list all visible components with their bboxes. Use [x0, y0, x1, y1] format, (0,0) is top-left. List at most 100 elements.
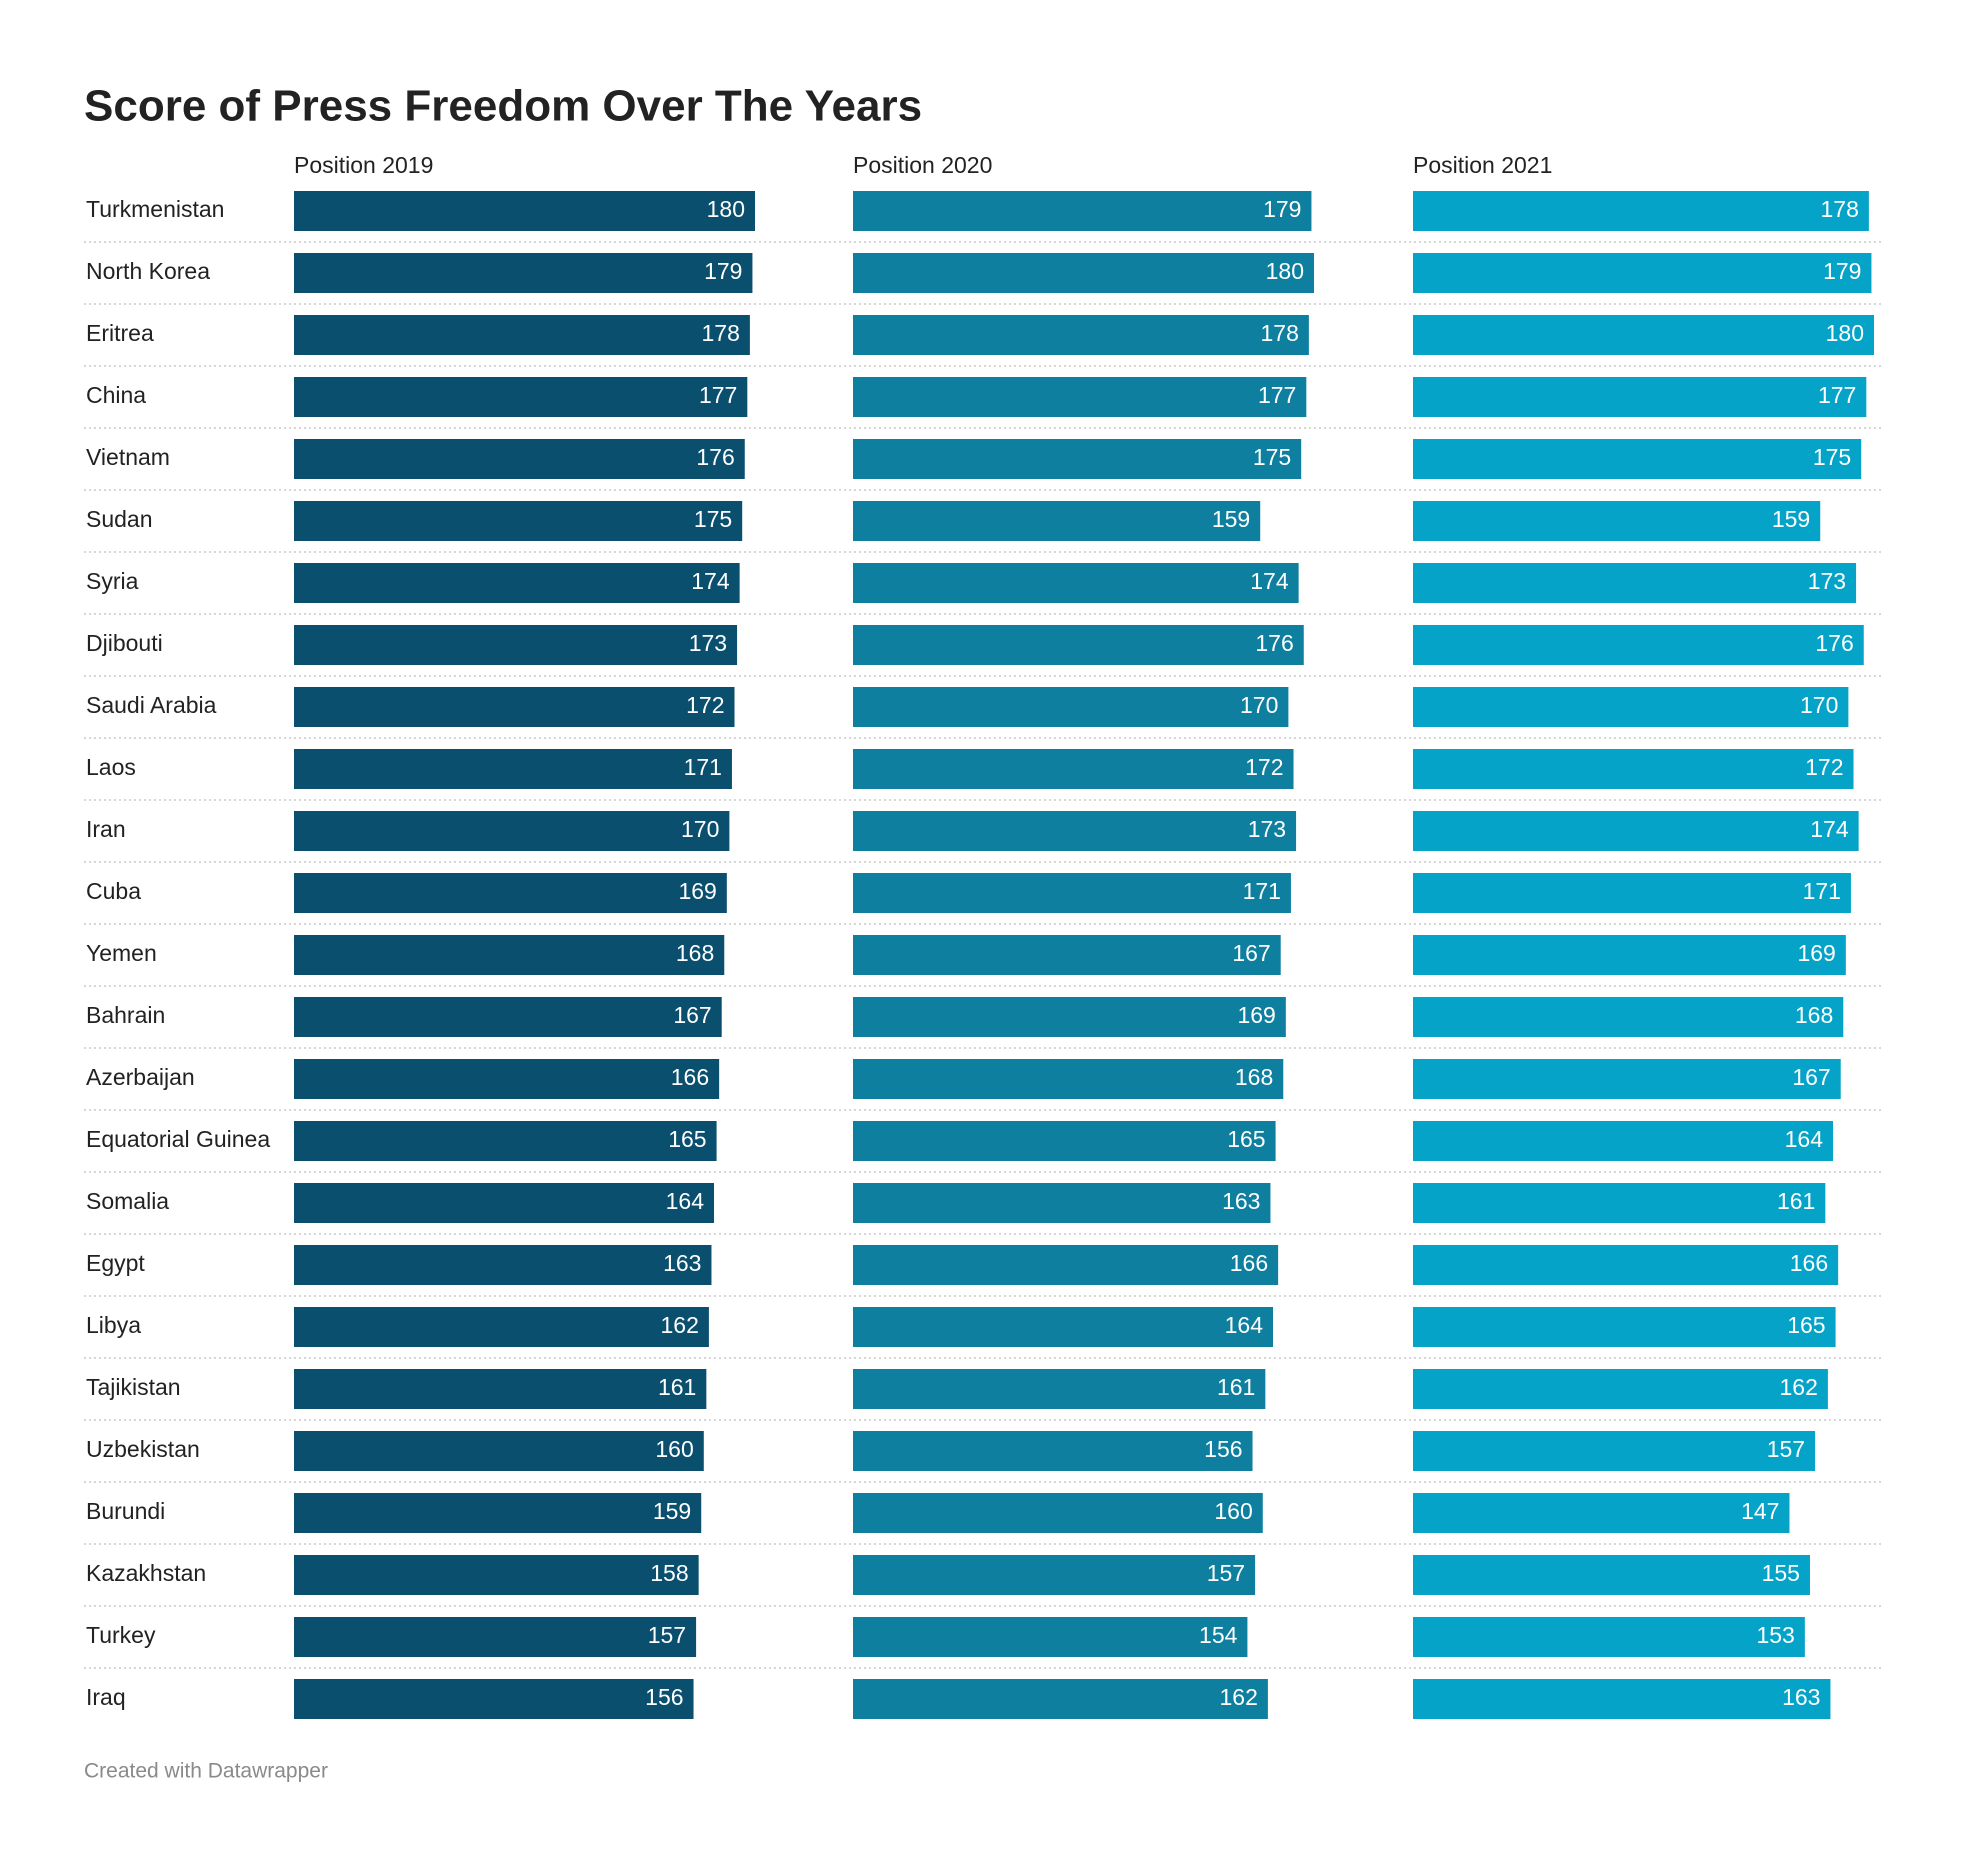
bar [853, 1369, 1266, 1409]
bar [853, 1617, 1248, 1657]
value-label: 170 [1240, 692, 1278, 718]
category-label: Saudi Arabia [86, 692, 217, 718]
panel-header: Position 2021 [1413, 152, 1552, 178]
bar [853, 1121, 1276, 1161]
category-label: Iraq [86, 1684, 126, 1710]
value-label: 179 [1823, 258, 1861, 284]
bar [853, 1183, 1271, 1223]
value-label: 176 [1255, 630, 1293, 656]
category-label: Uzbekistan [86, 1436, 200, 1462]
value-label: 173 [1808, 568, 1846, 594]
value-label: 175 [1813, 444, 1851, 470]
category-label: China [86, 382, 146, 408]
value-label: 178 [702, 320, 740, 346]
bar [294, 1245, 712, 1285]
value-label: 159 [1772, 506, 1810, 532]
value-label: 168 [1235, 1064, 1273, 1090]
bar [294, 1617, 697, 1657]
value-label: 177 [1818, 382, 1856, 408]
bar [1413, 1183, 1826, 1223]
category-label: Sudan [86, 506, 153, 532]
value-label: 166 [1230, 1250, 1268, 1276]
value-label: 162 [1220, 1684, 1258, 1710]
bar [294, 253, 753, 293]
credit: Created with Datawrapper [84, 1760, 328, 1783]
bar [1413, 1431, 1816, 1471]
bar [1413, 1245, 1839, 1285]
value-label: 162 [1780, 1374, 1818, 1400]
bar [294, 1121, 717, 1161]
bar [294, 997, 722, 1037]
category-label: Tajikistan [86, 1374, 181, 1400]
category-label: Djibouti [86, 630, 163, 656]
category-label: Eritrea [86, 320, 154, 346]
value-label: 153 [1756, 1622, 1794, 1648]
bar [853, 315, 1309, 355]
bar [294, 439, 745, 479]
bar [853, 1555, 1256, 1595]
value-label: 170 [1800, 692, 1838, 718]
value-label: 154 [1199, 1622, 1238, 1648]
bar [1413, 1369, 1828, 1409]
value-label: 180 [707, 196, 745, 222]
value-label: 158 [650, 1560, 688, 1586]
value-label: 174 [1250, 568, 1289, 594]
value-label: 173 [689, 630, 727, 656]
value-label: 157 [1207, 1560, 1245, 1586]
category-label: Egypt [86, 1250, 145, 1276]
bar [294, 1369, 707, 1409]
bar [853, 873, 1291, 913]
value-label: 166 [1790, 1250, 1828, 1276]
category-label: Somalia [86, 1188, 169, 1214]
bar [294, 1059, 720, 1099]
value-label: 170 [681, 816, 719, 842]
bar [1413, 377, 1867, 417]
bar [294, 1431, 704, 1471]
bar [853, 1431, 1253, 1471]
value-label: 155 [1762, 1560, 1800, 1586]
bar [1413, 811, 1859, 851]
category-label: Azerbaijan [86, 1064, 195, 1090]
bar [1413, 687, 1849, 727]
value-label: 157 [648, 1622, 686, 1648]
value-label: 180 [1826, 320, 1864, 346]
bar [294, 1493, 702, 1533]
category-label: Turkmenistan [86, 196, 224, 222]
value-label: 171 [1803, 878, 1841, 904]
bar [853, 1245, 1279, 1285]
bar [853, 749, 1294, 789]
bar [1413, 1307, 1836, 1347]
bar [1413, 1617, 1805, 1657]
category-label: Vietnam [86, 444, 170, 470]
value-label: 179 [704, 258, 742, 284]
chart-title: Score of Press Freedom Over The Years [84, 82, 922, 131]
value-label: 179 [1263, 196, 1301, 222]
category-label: Cuba [86, 878, 141, 904]
value-label: 156 [1204, 1436, 1242, 1462]
bar [853, 563, 1299, 603]
value-label: 161 [1217, 1374, 1255, 1400]
value-label: 175 [1253, 444, 1291, 470]
value-label: 159 [653, 1498, 691, 1524]
value-label: 156 [645, 1684, 683, 1710]
bar [1413, 873, 1851, 913]
value-label: 172 [1245, 754, 1283, 780]
bar [853, 191, 1312, 231]
bar [294, 315, 750, 355]
value-label: 174 [1810, 816, 1849, 842]
value-label: 160 [1214, 1498, 1252, 1524]
value-label: 167 [1792, 1064, 1830, 1090]
value-label: 173 [1248, 816, 1286, 842]
bar [853, 935, 1281, 975]
value-label: 166 [671, 1064, 709, 1090]
bar [294, 501, 743, 541]
value-label: 178 [1821, 196, 1859, 222]
bar [294, 749, 732, 789]
value-label: 174 [691, 568, 730, 594]
bar [294, 625, 738, 665]
bar [294, 1183, 715, 1223]
value-label: 160 [655, 1436, 693, 1462]
value-label: 157 [1767, 1436, 1805, 1462]
value-label: 162 [661, 1312, 699, 1338]
